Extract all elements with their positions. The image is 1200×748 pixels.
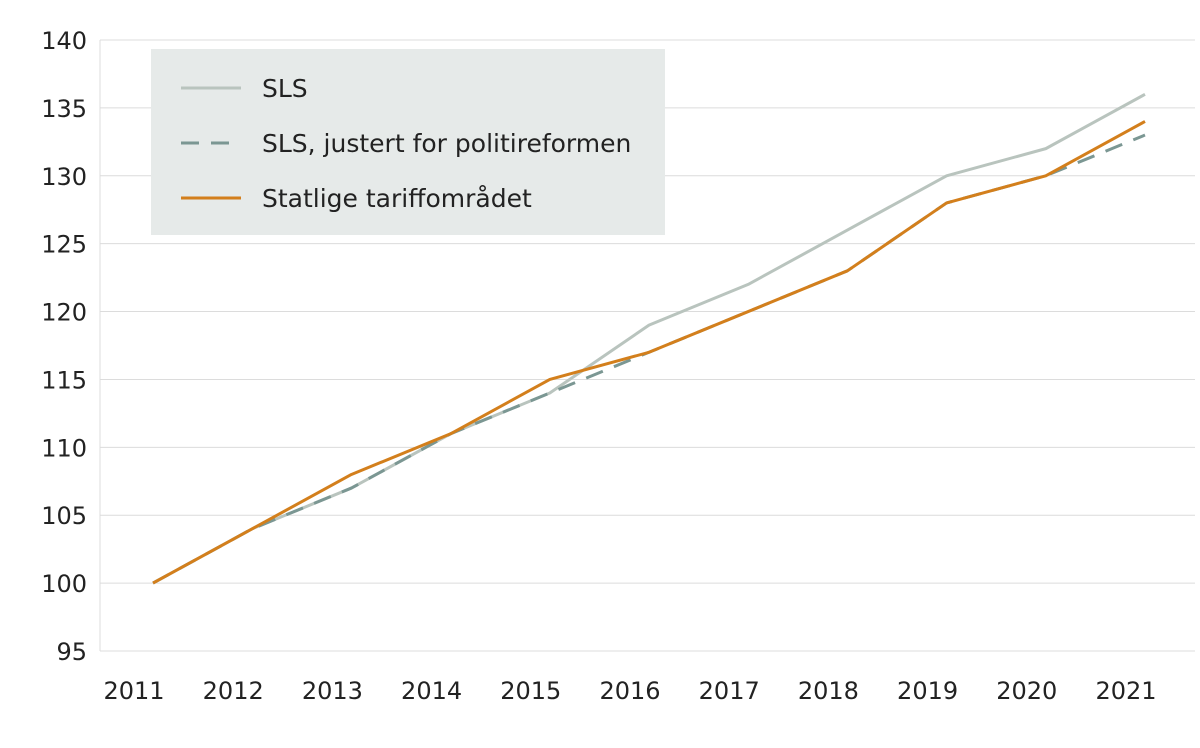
- y-tick-label: 135: [41, 95, 87, 123]
- x-axis-ticks: 2011 2012 2013 2014 2015 2016 2017 2018 2019 2020…: [103, 677, 1156, 705]
- x-tick-label: 2013: [302, 677, 363, 705]
- x-tick-label: 2011: [103, 677, 164, 705]
- x-tick-label: 2019: [897, 677, 958, 705]
- y-tick-label: 100: [41, 570, 87, 598]
- series-lines: [152, 92, 1146, 585]
- x-tick-label: 2014: [401, 677, 462, 705]
- x-tick-label: 2021: [1095, 677, 1156, 705]
- legend-label: SLS, justert for politireformen: [262, 129, 631, 158]
- y-tick-label: 120: [41, 299, 87, 327]
- x-tick-label: 2018: [798, 677, 859, 705]
- legend-label: Statlige tariffområdet: [262, 184, 532, 213]
- x-tick-label: 2017: [699, 677, 760, 705]
- y-axis-ticks: 95 100 105 110 115 120 125 130 135 140: [41, 27, 87, 666]
- x-tick-label: 2016: [599, 677, 660, 705]
- x-tick-label: 2015: [500, 677, 561, 705]
- x-tick-label: 2012: [203, 677, 264, 705]
- y-tick-label: 130: [41, 163, 87, 191]
- x-tick-label: 2020: [996, 677, 1057, 705]
- y-tick-label: 105: [41, 502, 87, 530]
- y-tick-label: 125: [41, 231, 87, 259]
- series-line-2: [152, 120, 1146, 585]
- y-tick-label: 95: [56, 638, 87, 666]
- legend-box: [151, 49, 665, 235]
- legend: SLS SLS, justert for politireformen Statli…: [151, 49, 665, 235]
- y-tick-label: 115: [41, 366, 87, 394]
- legend-label: SLS: [262, 74, 308, 103]
- y-tick-label: 140: [41, 27, 87, 55]
- y-tick-label: 110: [41, 434, 87, 462]
